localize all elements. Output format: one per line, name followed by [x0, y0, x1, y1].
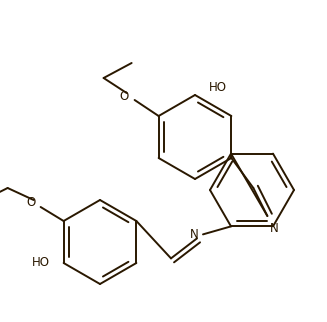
Text: O: O	[119, 90, 129, 102]
Text: N: N	[270, 222, 279, 235]
Text: N: N	[190, 228, 199, 241]
Text: O: O	[26, 196, 36, 210]
Text: HO: HO	[32, 257, 50, 270]
Text: HO: HO	[209, 80, 227, 93]
